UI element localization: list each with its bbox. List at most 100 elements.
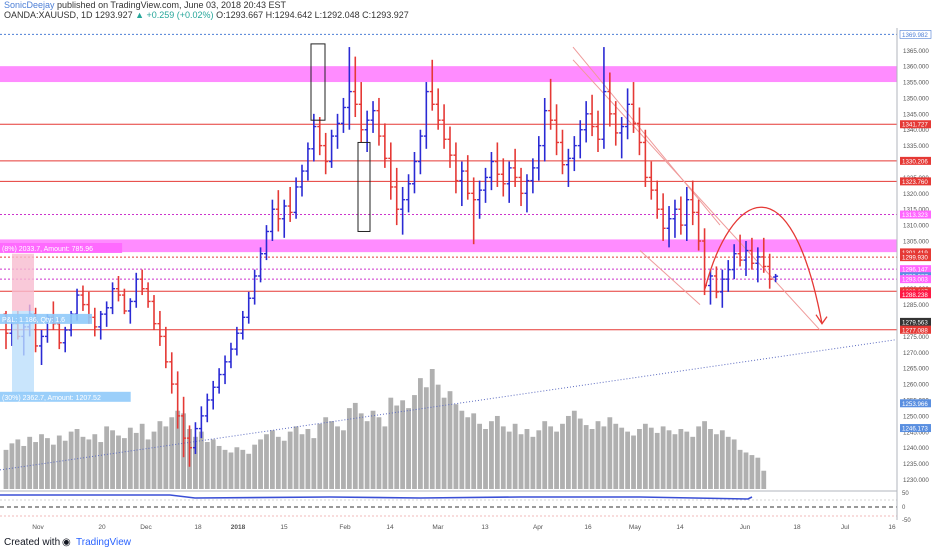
volume-bar bbox=[210, 439, 216, 489]
price-label-bg bbox=[900, 265, 931, 274]
volume-bar bbox=[702, 421, 707, 489]
price-tick-label: 1235.000 bbox=[903, 461, 929, 468]
volume-bar bbox=[376, 417, 382, 489]
projection-arrowhead bbox=[815, 314, 828, 325]
last-price: 1293.927 bbox=[95, 10, 136, 20]
volume-bar bbox=[719, 430, 725, 489]
volume-bar bbox=[607, 417, 613, 489]
price-label: 1293.003 bbox=[902, 277, 928, 284]
position-loss-zone bbox=[12, 310, 34, 394]
volume-bar bbox=[571, 410, 577, 489]
price-label: 1330.206 bbox=[902, 158, 928, 165]
volume-bar bbox=[157, 421, 163, 489]
volume-bar bbox=[275, 436, 281, 489]
volume-bar bbox=[9, 443, 15, 489]
price-axis: 1365.000 1360.000 1355.000 1350.000 1345.000… bbox=[896, 28, 932, 520]
volume-bar bbox=[329, 421, 334, 489]
price-label-bg bbox=[899, 30, 932, 39]
volume-bar bbox=[435, 384, 441, 489]
time-axis: Nov 20 Dec 18 2018 15 Feb 14 Mar 13 Apr 16 May 14 Jun 1… bbox=[32, 524, 896, 531]
position-profit-zone bbox=[12, 253, 34, 311]
time-tick-label: Apr bbox=[533, 524, 544, 531]
volume-bar bbox=[15, 439, 21, 489]
time-tick-label: 16 bbox=[888, 524, 896, 531]
volume-bar bbox=[270, 430, 275, 489]
volume-bar bbox=[566, 415, 571, 489]
trend-line-0 bbox=[0, 339, 898, 471]
position-label: (30%) 2362.7, Amount: 1207.52 bbox=[2, 395, 101, 402]
price-label-bg bbox=[900, 424, 931, 433]
osc-level-label: -50 bbox=[902, 518, 911, 524]
position-label: P&L: 1.186, Qty: 1.6 bbox=[2, 317, 65, 324]
volume-bar bbox=[39, 434, 44, 489]
time-tick-label: 18 bbox=[793, 524, 801, 531]
volume-bar bbox=[613, 423, 619, 489]
price-tick-label: 1310.000 bbox=[903, 223, 929, 230]
volume-bar bbox=[45, 438, 50, 489]
time-tick-label: Nov bbox=[32, 524, 44, 531]
volume-bar bbox=[500, 426, 506, 489]
time-tick-label: 13 bbox=[481, 524, 489, 531]
time-tick-label: 15 bbox=[280, 524, 288, 531]
price-label-bg bbox=[900, 325, 931, 334]
volume-bar bbox=[441, 397, 447, 489]
volume-bar bbox=[317, 423, 323, 489]
volume-bar bbox=[169, 417, 175, 489]
volume-bar bbox=[74, 429, 80, 489]
volume-bar bbox=[246, 453, 252, 489]
volume-bar bbox=[352, 402, 358, 489]
volume-bar bbox=[583, 425, 589, 489]
price-tick-label: 1230.000 bbox=[903, 477, 929, 484]
volume-bar bbox=[264, 434, 269, 489]
trend-line-1 bbox=[572, 46, 721, 226]
volume-bar bbox=[293, 426, 299, 489]
volume-bar bbox=[447, 391, 453, 489]
trend-line-2 bbox=[572, 59, 821, 331]
volume-bar bbox=[690, 436, 696, 489]
volume-bar bbox=[21, 445, 27, 489]
price-tick-label: 1260.000 bbox=[903, 382, 929, 389]
time-tick-label: 16 bbox=[584, 524, 592, 531]
volume-bar bbox=[429, 369, 435, 489]
tradingview-logo-icon: ◉ bbox=[62, 537, 71, 548]
volume-bar bbox=[204, 442, 210, 489]
volume-bar bbox=[341, 430, 346, 489]
position-label-bg bbox=[0, 313, 92, 324]
volume-bar bbox=[228, 452, 234, 489]
position-label-bg bbox=[0, 391, 131, 402]
price-label-bg bbox=[900, 120, 931, 129]
volume-bar bbox=[749, 455, 755, 489]
chart-header: SonicDeejay published on TradingView.com… bbox=[4, 0, 904, 22]
volume-bar bbox=[530, 436, 536, 489]
volume-bar bbox=[761, 470, 767, 489]
price-label: 1246.173 bbox=[902, 426, 928, 433]
volume-bar bbox=[116, 435, 121, 489]
price-label-bg bbox=[900, 177, 931, 186]
volume-bar bbox=[311, 438, 317, 489]
time-tick-label: Feb bbox=[339, 524, 351, 531]
volume-bar bbox=[252, 444, 258, 489]
price-label-bg bbox=[900, 253, 931, 262]
volume-bar bbox=[542, 421, 548, 489]
position-label-bg bbox=[0, 243, 123, 254]
volume-bar bbox=[56, 435, 62, 489]
volume-bar bbox=[122, 438, 127, 489]
volume-bar bbox=[86, 439, 92, 489]
volume-bar bbox=[258, 439, 263, 489]
volume-bar bbox=[637, 429, 642, 489]
volume-bar bbox=[346, 408, 352, 489]
volume-bar bbox=[382, 426, 388, 489]
tradingview-brand[interactable]: TradingView bbox=[76, 537, 132, 548]
price-change: ▲ +0.259 (+0.02%) bbox=[135, 10, 214, 20]
volume-bar bbox=[98, 442, 104, 489]
volume-bar bbox=[287, 431, 293, 489]
volume-bar bbox=[418, 378, 423, 489]
author-name[interactable]: SonicDeejay bbox=[4, 0, 55, 10]
volume-bar bbox=[489, 421, 494, 489]
volume-bar bbox=[743, 452, 749, 489]
volume-bar bbox=[62, 440, 68, 489]
volume-bar bbox=[364, 421, 370, 489]
volume-bar bbox=[370, 410, 376, 489]
price-tick-label: 1355.000 bbox=[903, 80, 929, 87]
